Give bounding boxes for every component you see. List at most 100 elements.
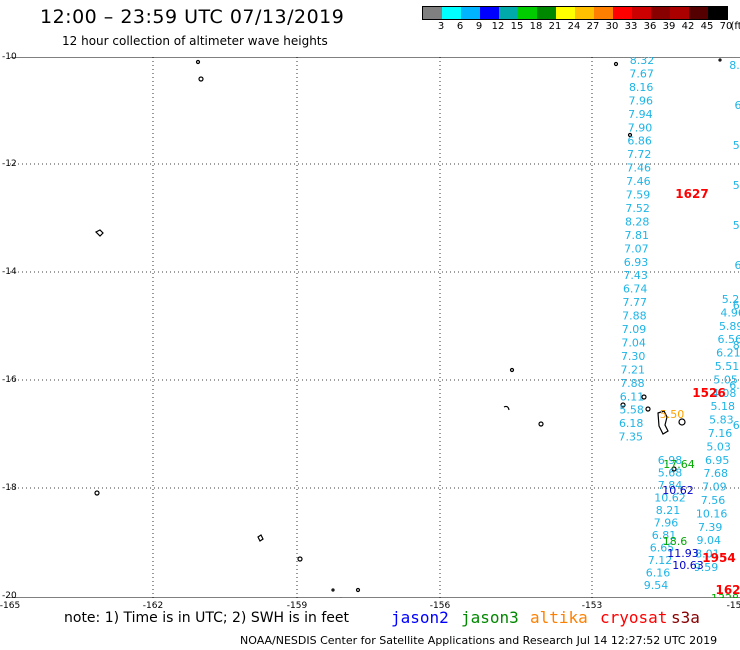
wave-height-value: 7.52 (625, 202, 650, 215)
wave-height-value: 7.72 (627, 148, 652, 161)
legend-label: 24 (567, 21, 581, 32)
wave-height-value: 7.77 (623, 296, 648, 309)
wave-height-value: 6.98 (658, 454, 683, 467)
wave-height-value: 4.08 (712, 387, 737, 400)
wave-height-value: 8.01 (695, 548, 720, 561)
legend-swatch (670, 7, 689, 19)
altika-value: 5.50 (660, 408, 685, 421)
latitude-tick-label: -10 (2, 52, 17, 62)
legend-swatch (708, 7, 727, 19)
wave-height-value: 6.86 (627, 135, 652, 148)
latitude-tick-label: -20 (2, 591, 17, 601)
altika-labels: 5.50 (660, 408, 685, 421)
legend-label: 30 (605, 21, 619, 32)
wave-height-value: 5.05 (713, 373, 738, 386)
map-grid (10, 57, 740, 598)
wave-height-value: 5. (733, 179, 740, 192)
wave-height-value: 6.95 (705, 454, 730, 467)
wave-height-value: 7.46 (627, 162, 652, 175)
wave-height-value: 7.84 (658, 479, 683, 492)
jason2-value: 10.62 (662, 484, 694, 497)
legend-swatch (594, 7, 613, 19)
wave-height-value: 5.89 (719, 320, 740, 333)
wave-height-value: 7.90 (628, 121, 653, 134)
wave-height-value: 5. (733, 219, 740, 232)
cryosat-value: 162 (715, 583, 740, 597)
wave-height-value: 7.04 (621, 336, 646, 349)
wave-height-value: 6. (733, 299, 740, 312)
legend-swatch (613, 7, 632, 19)
jason3-value: 17.64 (663, 458, 695, 471)
legend-label: 15 (510, 21, 524, 32)
legend-label: 18 (529, 21, 543, 32)
wave-height-value: 7.12 (648, 554, 673, 567)
wave-height-value: 5.29 (722, 293, 740, 306)
wave-height-value: 6.81 (652, 529, 677, 542)
map-subtitle: 12 hour collection of altimeter wave hei… (62, 34, 328, 48)
wave-height-value: 6. (733, 419, 740, 432)
wave-height-value: 8.32 (630, 57, 655, 67)
wave-height-value: 9.59 (694, 561, 719, 574)
wave-height-value: 6.18 (619, 417, 644, 430)
wave-height-value: 6.65 (650, 542, 675, 555)
wave-height-value: 7.88 (620, 377, 645, 390)
wave-height-value: 7.35 (619, 431, 644, 444)
wave-height-value: 7.96 (654, 517, 679, 530)
jason3-value: 1328 (711, 592, 739, 598)
jason3-labels: 17.64 18.6 1328 (663, 458, 739, 598)
legend-label: 9 (475, 21, 483, 32)
wave-height-track-edge: 8.3 6 5. 5. 5. 6 6. 8. 6.3 6. (729, 59, 740, 432)
wave-height-value: 6 (735, 259, 740, 272)
legend-label: 39 (662, 21, 676, 32)
wave-height-value: 7.81 (625, 229, 650, 242)
color-scale-legend (422, 6, 728, 20)
longitude-tick-label: -153 (581, 601, 603, 611)
legend-swatch (499, 7, 518, 19)
wave-height-value: 5.03 (706, 440, 731, 453)
legend-swatch (575, 7, 594, 19)
legend-label: 27 (586, 21, 600, 32)
wave-height-value: 5.58 (619, 404, 644, 417)
jason3-value: 18.6 (663, 535, 688, 548)
legend-label: 3 (437, 21, 445, 32)
latitude-tick-label: -14 (2, 267, 17, 277)
legend-label: (ft) (730, 21, 740, 32)
wave-height-value: 7.68 (704, 467, 729, 480)
wave-height-value: 8. (733, 339, 740, 352)
wave-height-value: 6.21 (716, 347, 740, 360)
wave-height-value: 7.16 (708, 427, 733, 440)
legend-swatch (537, 7, 556, 19)
legend-swatch (556, 7, 575, 19)
satellite-legend-jason3: jason3 (461, 608, 519, 627)
legend-swatch (442, 7, 461, 19)
satellite-legend-cryosat: cryosat (600, 608, 668, 627)
legend-swatch (632, 7, 651, 19)
cryosat-value: 1627 (675, 187, 708, 201)
wave-height-track-right: 5.294.965.896.566.215.515.054.085.185.83… (694, 293, 740, 574)
legend-label: 45 (700, 21, 714, 32)
longitude-tick-label: -15 (726, 601, 740, 611)
satellite-legend-altika: altika (530, 608, 588, 627)
wave-height-value: 9.04 (697, 534, 722, 547)
legend-swatch (518, 7, 537, 19)
wave-height-value: 7.59 (626, 189, 651, 202)
legend-label: 70 (719, 21, 733, 32)
wave-height-value: 9.54 (644, 579, 669, 592)
wave-height-value: 7.56 (701, 494, 726, 507)
legend-swatch (651, 7, 670, 19)
longitude-tick-label: -162 (142, 601, 164, 611)
wave-height-value: 7.39 (698, 521, 723, 534)
wave-height-value: 7.09 (702, 481, 727, 494)
wave-height-value: 6.3 (729, 379, 740, 392)
wave-height-value: 6.16 (646, 567, 671, 580)
legend-label: 42 (681, 21, 695, 32)
longitude-tick-label: -159 (286, 601, 308, 611)
wave-height-value: 8.3 (729, 59, 740, 72)
wave-height-value: 8.21 (656, 504, 681, 517)
satellite-legend-s3a: s3a (671, 608, 700, 627)
wave-height-value: 6.11 (620, 390, 645, 403)
satellite-legend-jason2: jason2 (391, 608, 449, 627)
island-outlines (94, 58, 722, 598)
altimeter-map: 8.327.678.167.967.947.906.867.727.467.46… (10, 57, 740, 598)
